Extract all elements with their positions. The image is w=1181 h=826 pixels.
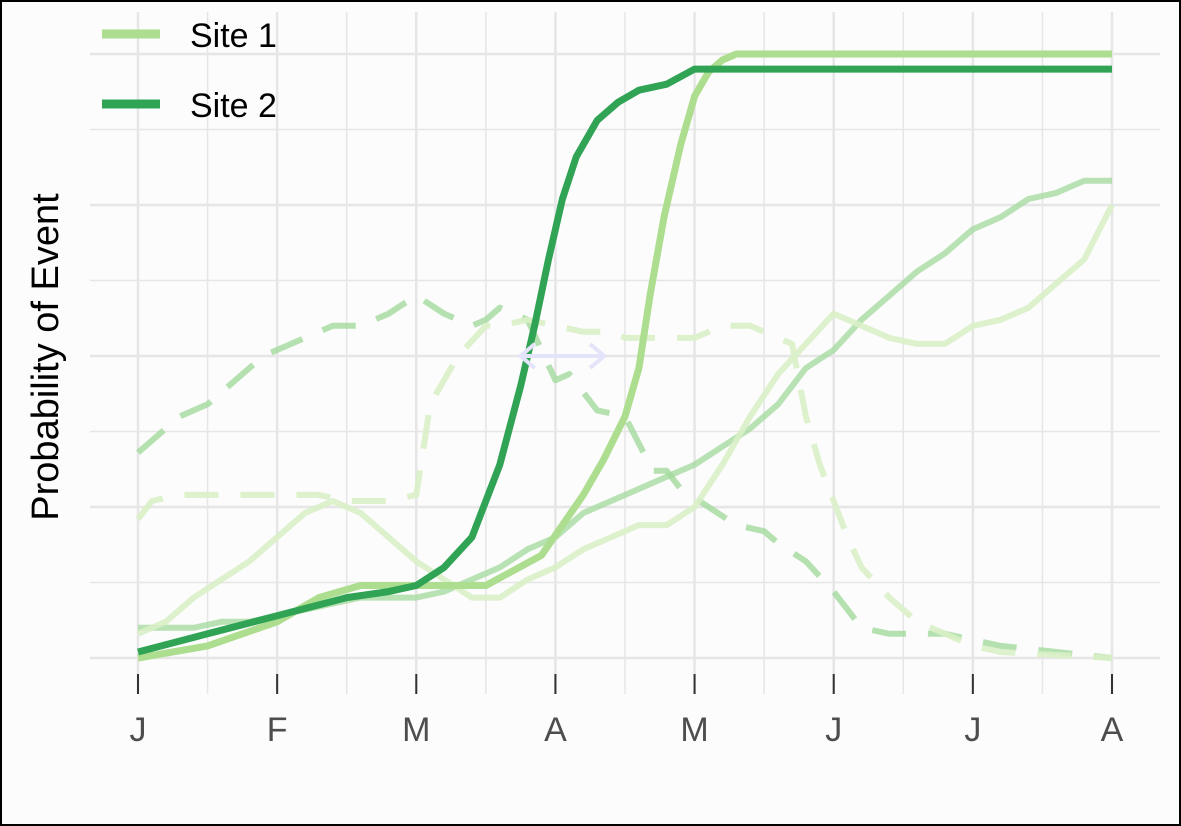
x-tick-label: J xyxy=(964,711,981,749)
x-tick-label: F xyxy=(267,711,288,749)
legend-label-site-2: Site 2 xyxy=(190,87,277,125)
legend: Site 1 Site 2 xyxy=(102,17,277,125)
gridlines xyxy=(90,12,1160,694)
x-tick-label: J xyxy=(130,711,147,749)
series-line-site-1 xyxy=(137,50,1112,662)
x-tick-label: J xyxy=(825,711,842,749)
annotations xyxy=(517,342,608,370)
x-tick-label: M xyxy=(680,711,708,749)
series-line-solid-background-light xyxy=(136,203,1115,637)
background-series xyxy=(135,177,1115,661)
series-line-dashed-light xyxy=(135,316,1113,661)
x-tick-label: A xyxy=(544,711,567,749)
series-line-dashed-dark xyxy=(136,292,1113,661)
y-axis-title: Probability of Event xyxy=(25,193,67,521)
legend-label-site-1: Site 1 xyxy=(190,17,277,55)
x-tick-label: A xyxy=(1101,711,1124,749)
double-arrow-head-right xyxy=(588,342,608,370)
double-arrow-head-left xyxy=(517,342,536,370)
x-tick-label: M xyxy=(402,711,430,749)
